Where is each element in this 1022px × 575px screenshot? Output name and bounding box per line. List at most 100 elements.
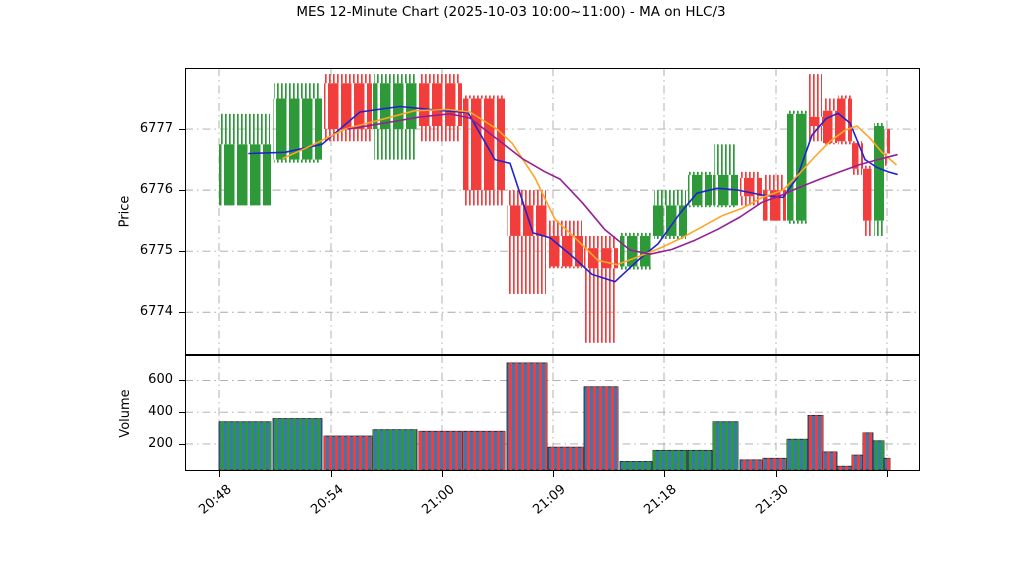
price-tick-mark [179, 129, 185, 130]
candle-lower-wick [809, 126, 822, 142]
x-tick-label: 21:09 [530, 482, 569, 518]
candle-lower-wick [464, 190, 504, 206]
volume-bar-hatch [740, 459, 762, 470]
candle-upper-wick [220, 113, 270, 145]
candle-lower-wick [788, 220, 807, 224]
candle-upper-wick [464, 95, 504, 99]
price-tick-mark [179, 190, 185, 191]
price-panel [185, 68, 920, 355]
volume-bar-hatch [463, 431, 505, 470]
candle-lower-wick [274, 159, 321, 163]
candle-upper-wick [809, 74, 822, 117]
volume-bar-hatch [808, 415, 823, 470]
candle-body [273, 98, 322, 160]
volume-bar-hatch [713, 421, 738, 470]
price-tick-mark [179, 251, 185, 252]
candle-lower-wick [864, 220, 872, 236]
volume-panel [185, 355, 920, 471]
volume-bar-hatch [884, 458, 890, 470]
candle-body [373, 83, 417, 130]
candle-lower-wick [874, 220, 883, 236]
x-tick-mark [664, 471, 665, 477]
candle-lower-wick [824, 143, 836, 145]
candle-upper-wick [689, 171, 711, 175]
x-tick-mark [219, 471, 220, 477]
volume-bar-hatch [620, 461, 652, 470]
x-tick-label: 21:30 [753, 482, 792, 518]
price-tick-label: 6774 [139, 304, 173, 319]
price-tick-label: 6777 [139, 121, 173, 136]
candle-lower-wick [689, 205, 711, 208]
candle-upper-wick [374, 74, 416, 84]
candle-lower-wick [585, 268, 617, 343]
volume-chart [185, 355, 920, 471]
candle-lower-wick [741, 196, 761, 206]
volume-bar-hatch [763, 458, 786, 470]
volume-bar-hatch [863, 432, 873, 470]
candle-lower-wick [508, 235, 546, 294]
volume-tick-mark [179, 444, 185, 445]
candle-upper-wick [274, 83, 321, 99]
price-tick-mark [179, 312, 185, 313]
candle-body [419, 83, 462, 127]
candle-upper-wick [325, 74, 371, 84]
volume-bars [218, 362, 891, 471]
volume-bar-hatch [837, 466, 852, 470]
volume-bar-hatch [852, 455, 863, 470]
x-tick-label: 21:00 [419, 482, 458, 518]
candle-upper-wick [864, 165, 872, 169]
volume-bar-hatch [419, 431, 462, 470]
candle-lower-wick [420, 126, 461, 142]
ma-fast-line [248, 105, 898, 283]
x-tick-label: 20:54 [308, 482, 347, 518]
volume-bar-hatch [584, 386, 618, 470]
candle-body [808, 116, 823, 127]
volume-bar-hatch [273, 418, 322, 470]
price-tick-label: 6775 [139, 243, 173, 258]
candle-body [837, 98, 852, 142]
candle-body [873, 126, 884, 221]
candle-body [884, 129, 890, 154]
candle-lower-wick [654, 235, 686, 239]
volume-bar-hatch [823, 451, 837, 470]
candle-upper-wick [824, 98, 836, 111]
price-tick-label: 6776 [139, 182, 173, 197]
candle-body [852, 143, 863, 169]
volume-bar-hatch [324, 436, 372, 470]
candle-upper-wick [654, 190, 686, 206]
volume-bar-hatch [548, 447, 583, 470]
candle-lower-wick [621, 266, 651, 270]
ma-mid-line [282, 108, 897, 266]
candle-lower-wick [885, 153, 889, 166]
volume-panel-border [185, 355, 920, 471]
candle-upper-wick [874, 122, 883, 127]
volume-bar-hatch [373, 429, 417, 470]
volume-bar-hatch [219, 421, 271, 470]
candle-upper-wick [788, 110, 807, 114]
candle-lower-wick [714, 205, 737, 208]
chart-title: MES 12-Minute Chart (2025-10-03 10:00~11… [296, 4, 726, 20]
candle-body [219, 144, 271, 206]
x-tick-mark [331, 471, 332, 477]
candle-lower-wick [374, 129, 416, 160]
candle-upper-wick [741, 171, 761, 178]
volume-tick-mark [179, 380, 185, 381]
volume-tick-label: 400 [148, 404, 173, 419]
volume-tick-mark [179, 412, 185, 413]
x-tick-mark [442, 471, 443, 477]
x-tick-mark [553, 471, 554, 477]
volume-tick-label: 200 [148, 436, 173, 451]
volume-bar-hatch [653, 450, 687, 470]
candle-upper-wick [714, 144, 737, 175]
candle-lower-wick [853, 168, 862, 175]
candle-upper-wick [764, 174, 785, 191]
candle-upper-wick [508, 190, 546, 206]
candle-body [787, 113, 808, 221]
volume-bar-hatch [787, 439, 808, 470]
volume-bar-hatch [507, 362, 547, 470]
candle-lower-wick [838, 141, 851, 145]
candle-lower-wick [549, 266, 582, 269]
price-panel-border [185, 68, 920, 355]
x-tick-mark [887, 471, 888, 477]
